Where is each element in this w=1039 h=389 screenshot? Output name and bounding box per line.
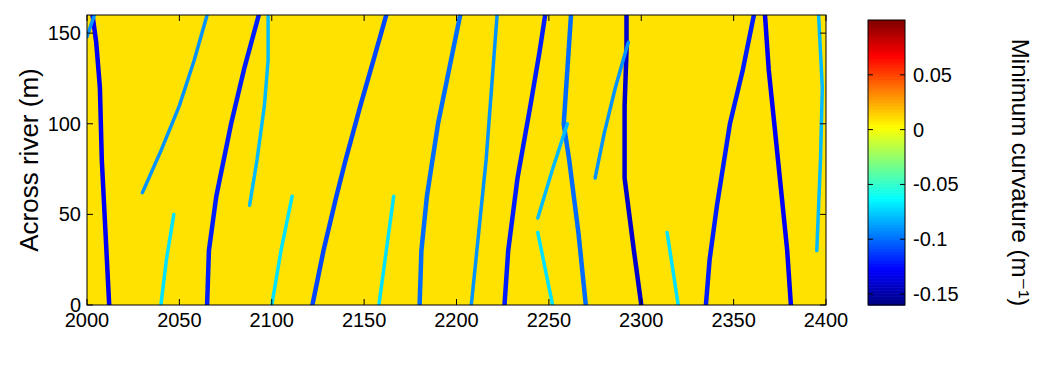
x-tick (733, 15, 734, 21)
x-tick (179, 15, 180, 21)
y-tick (820, 33, 826, 34)
colorbar-tick-label: -0.1 (913, 228, 947, 250)
x-tick (456, 15, 457, 21)
y-tick-label: 150 (48, 22, 81, 44)
trough-line (471, 15, 497, 305)
trough-line (706, 15, 754, 305)
trough-line (667, 233, 678, 306)
colorbar-tick-label: 0.05 (913, 64, 952, 86)
trough-line (312, 15, 386, 305)
x-tick (733, 299, 734, 305)
y-tick (87, 123, 93, 124)
x-tick (87, 299, 88, 305)
trough-line (250, 15, 269, 205)
x-tick (364, 15, 365, 21)
trough-line (595, 42, 628, 178)
y-tick (87, 214, 93, 215)
plot-frame (87, 15, 826, 305)
trough-line (564, 15, 586, 305)
x-tick (271, 299, 272, 305)
x-tick (179, 299, 180, 305)
trough-line (765, 15, 791, 305)
trough-line (420, 15, 461, 305)
colorbar-tick (868, 294, 873, 295)
y-tick (820, 305, 826, 306)
trough-line (272, 196, 292, 305)
trough-line (625, 15, 642, 305)
trough-line (538, 233, 553, 306)
colorbar-tick (868, 239, 873, 240)
y-tick (820, 214, 826, 215)
colorbar-title: Minimum curvature (m⁻¹) (1007, 39, 1034, 306)
colorbar-tick (868, 184, 873, 185)
x-tick-label: 2100 (250, 309, 295, 331)
x-tick (826, 299, 827, 305)
trough-line (161, 214, 174, 305)
x-tick-label: 2400 (804, 309, 849, 331)
y-tick (87, 305, 93, 306)
colorbar-tick (900, 239, 905, 240)
x-tick (87, 15, 88, 21)
background-field (87, 15, 826, 305)
colorbar-frame (868, 20, 905, 305)
trough-line (505, 15, 546, 305)
plot-area (87, 15, 826, 305)
x-tick-label: 2350 (711, 309, 756, 331)
y-tick (820, 123, 826, 124)
x-tick (548, 299, 549, 305)
trough-line (379, 196, 394, 305)
colorbar-swatch (868, 20, 905, 24)
x-tick (641, 299, 642, 305)
trough-line (142, 15, 207, 193)
x-tick (548, 15, 549, 21)
y-tick-label: 100 (48, 113, 81, 135)
x-tick (271, 15, 272, 21)
colorbar-tick (868, 74, 873, 75)
x-tick-label: 2150 (342, 309, 387, 331)
trough-line (93, 15, 110, 305)
chart: 2000205021002150220022502300235024000501… (0, 0, 1039, 389)
trough-line (87, 15, 94, 37)
x-tick-label: 2050 (157, 309, 202, 331)
y-tick (87, 33, 93, 34)
colorbar-tick (900, 184, 905, 185)
x-tick-label: 2250 (527, 309, 572, 331)
x-tick (826, 15, 827, 21)
x-tick-label: 2200 (434, 309, 479, 331)
colorbar-tick (900, 294, 905, 295)
colorbar-tick-label: -0.05 (913, 173, 959, 195)
colorbar-tick (868, 129, 873, 130)
x-tick (456, 299, 457, 305)
y-tick-label: 50 (59, 203, 81, 225)
trough-line (538, 124, 568, 218)
x-tick (641, 15, 642, 21)
colorbar-tick-label: 0 (913, 119, 924, 141)
trough-line (817, 15, 823, 251)
y-tick-label: 0 (70, 294, 81, 316)
y-axis-title: Across river (m) (14, 68, 44, 251)
colorbar-tick (900, 129, 905, 130)
x-tick-label: 2300 (619, 309, 664, 331)
colorbar-tick-label: -0.15 (913, 283, 959, 305)
colorbar-tick (900, 74, 905, 75)
trough-line (207, 15, 259, 305)
x-tick (364, 299, 365, 305)
